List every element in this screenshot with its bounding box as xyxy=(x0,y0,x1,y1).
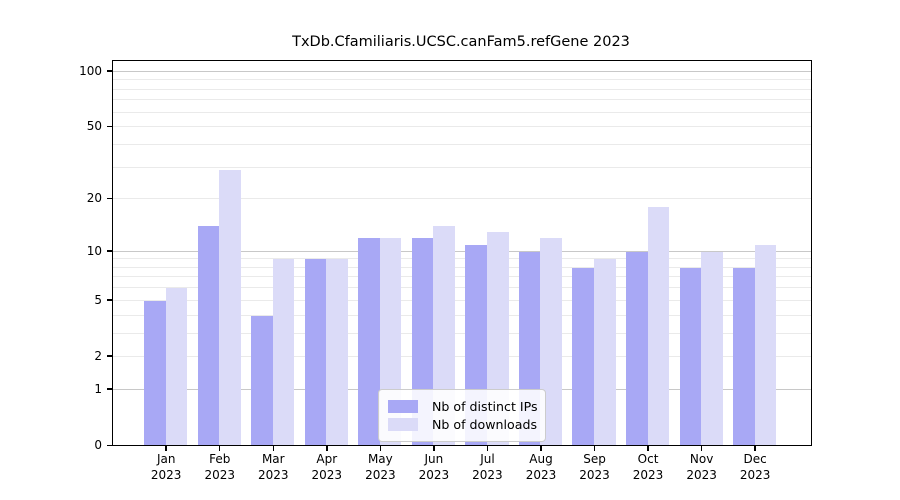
gridline-y-7 xyxy=(113,276,811,278)
gridline-y-80 xyxy=(113,88,811,90)
y-tick-label-0: 0 xyxy=(94,438,102,452)
y-tick-20 xyxy=(107,197,112,200)
bar-downloads-sep xyxy=(594,259,616,445)
x-tick-dec xyxy=(754,446,756,451)
bar-downloads-mar xyxy=(272,259,295,445)
gridline-y-20 xyxy=(113,198,811,200)
x-tick-label-sep: Sep 2023 xyxy=(579,452,610,482)
gridline-y-60 xyxy=(113,111,811,113)
bar-downloads-nov xyxy=(701,251,723,445)
x-tick-jul xyxy=(486,446,489,451)
x-tick-jan xyxy=(165,446,167,451)
x-tick-oct xyxy=(647,446,649,451)
legend-label-downloads: Nb of downloads xyxy=(432,417,538,432)
x-tick-mar xyxy=(272,446,275,451)
legend: Nb of distinct IPs Nb of downloads xyxy=(378,389,546,442)
x-tick-sep xyxy=(593,446,596,451)
gridline-y-8 xyxy=(113,266,811,268)
y-tick-2 xyxy=(107,355,112,357)
bar-distinct-ips-apr xyxy=(304,259,327,445)
x-tick-label-jul: Jul 2023 xyxy=(472,452,503,482)
x-tick-label-mar: Mar 2023 xyxy=(257,452,289,482)
bar-downloads-feb xyxy=(219,170,241,445)
legend-entry-distinct-ips: Nb of distinct IPs xyxy=(388,398,545,415)
x-tick-may xyxy=(379,446,382,451)
x-tick-label-feb: Feb 2023 xyxy=(204,452,235,482)
gridline-y-30 xyxy=(113,166,811,168)
bar-downloads-apr xyxy=(326,259,348,445)
gridline-y-9 xyxy=(113,258,811,260)
x-tick-label-jun: Jun 2023 xyxy=(418,452,450,482)
bar-distinct-ips-nov xyxy=(679,267,702,445)
x-tick-aug xyxy=(540,446,542,451)
gridline-y-2 xyxy=(113,355,811,357)
y-tick-10 xyxy=(107,250,112,252)
x-tick-jun xyxy=(433,446,435,451)
y-tick-0 xyxy=(107,444,112,446)
x-tick-label-oct: Oct 2023 xyxy=(632,452,664,482)
y-tick-label-50: 50 xyxy=(86,119,102,134)
legend-swatch-distinct-ips xyxy=(388,400,418,413)
y-tick-label-5: 5 xyxy=(94,292,102,307)
bar-distinct-ips-oct xyxy=(625,251,648,445)
legend-label-distinct-ips: Nb of distinct IPs xyxy=(432,399,538,414)
y-tick-label-1: 1 xyxy=(94,381,102,396)
legend-swatch-downloads xyxy=(388,418,418,431)
bar-downloads-dec xyxy=(754,244,777,445)
x-tick-label-jan: Jan 2023 xyxy=(150,452,182,482)
bar-distinct-ips-dec xyxy=(733,267,755,445)
bar-downloads-oct xyxy=(647,207,670,445)
bar-distinct-ips-sep xyxy=(572,267,594,445)
gridline-y-3 xyxy=(113,332,811,334)
gridline-y-90 xyxy=(113,79,811,81)
gridline-y-100 xyxy=(113,70,811,72)
y-tick-label-100: 100 xyxy=(79,63,102,78)
gridline-y-4 xyxy=(113,314,811,316)
x-tick-label-may: May 2023 xyxy=(365,452,396,482)
bar-distinct-ips-jan xyxy=(144,300,166,445)
x-tick-label-dec: Dec 2023 xyxy=(739,452,771,482)
y-tick-label-20: 20 xyxy=(86,191,102,206)
gridline-y-10 xyxy=(113,250,811,252)
y-tick-50 xyxy=(107,125,112,128)
y-tick-label-10: 10 xyxy=(86,243,102,258)
x-tick-feb xyxy=(218,446,221,451)
x-tick-label-nov: Nov 2023 xyxy=(686,452,717,482)
bar-downloads-jan xyxy=(165,288,188,445)
y-tick-1 xyxy=(107,388,112,390)
x-tick-label-aug: Aug 2023 xyxy=(525,452,557,482)
gridline-y-40 xyxy=(113,143,811,145)
x-tick-nov xyxy=(700,446,703,451)
x-tick-label-apr: Apr 2023 xyxy=(311,452,343,482)
bar-distinct-ips-may xyxy=(358,238,380,445)
y-tick-100 xyxy=(107,70,112,72)
gridline-y-5 xyxy=(113,299,811,301)
bar-distinct-ips-feb xyxy=(197,226,220,445)
x-tick-apr xyxy=(326,446,328,451)
gridline-y-50 xyxy=(113,126,811,128)
gridline-y-6 xyxy=(113,287,811,289)
bar-distinct-ips-mar xyxy=(251,315,273,445)
legend-entry-downloads: Nb of downloads xyxy=(388,416,545,433)
y-tick-label-2: 2 xyxy=(94,348,102,363)
gridline-y-70 xyxy=(113,99,811,101)
chart-title: TxDb.Cfamiliaris.UCSC.canFam5.refGene 20… xyxy=(292,34,630,50)
y-tick-5 xyxy=(107,299,112,301)
